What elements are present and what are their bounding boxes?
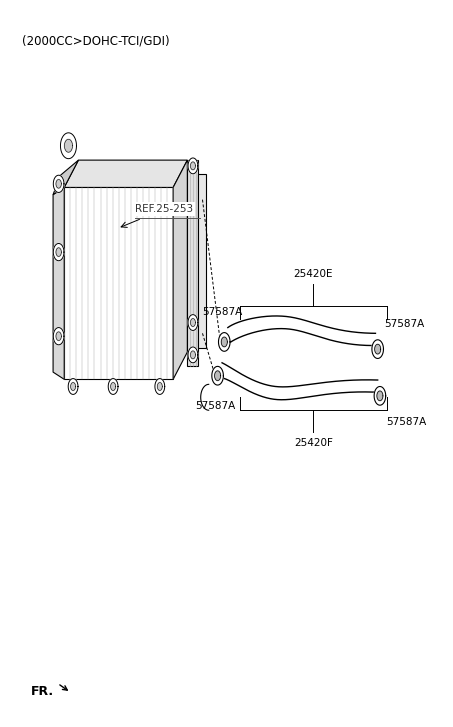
Polygon shape bbox=[157, 382, 162, 390]
Polygon shape bbox=[212, 366, 223, 385]
Text: FR.: FR. bbox=[31, 685, 54, 698]
Polygon shape bbox=[64, 160, 188, 188]
Polygon shape bbox=[377, 391, 383, 401]
Text: 57587A: 57587A bbox=[202, 307, 242, 317]
Text: REF.25-253: REF.25-253 bbox=[135, 204, 193, 214]
Text: 57587A: 57587A bbox=[386, 417, 427, 427]
Polygon shape bbox=[155, 379, 165, 395]
Polygon shape bbox=[68, 379, 78, 395]
Polygon shape bbox=[56, 248, 61, 257]
Polygon shape bbox=[372, 340, 384, 358]
Text: 25420F: 25420F bbox=[294, 438, 333, 448]
Polygon shape bbox=[190, 351, 195, 359]
Polygon shape bbox=[188, 160, 198, 366]
Polygon shape bbox=[56, 332, 61, 340]
Polygon shape bbox=[188, 347, 198, 363]
Polygon shape bbox=[190, 318, 195, 326]
Polygon shape bbox=[374, 387, 386, 405]
Polygon shape bbox=[221, 337, 227, 347]
Polygon shape bbox=[190, 162, 195, 170]
Polygon shape bbox=[188, 315, 198, 331]
Polygon shape bbox=[53, 328, 64, 345]
Polygon shape bbox=[108, 379, 118, 395]
Polygon shape bbox=[53, 188, 64, 379]
Text: 25420E: 25420E bbox=[294, 269, 333, 278]
Polygon shape bbox=[218, 332, 230, 351]
Polygon shape bbox=[215, 371, 221, 380]
Text: 57587A: 57587A bbox=[195, 401, 236, 411]
Polygon shape bbox=[111, 382, 116, 390]
Polygon shape bbox=[53, 175, 64, 193]
Polygon shape bbox=[53, 160, 78, 195]
Text: 57587A: 57587A bbox=[384, 319, 424, 329]
Polygon shape bbox=[53, 244, 64, 261]
Polygon shape bbox=[375, 345, 381, 354]
Polygon shape bbox=[71, 382, 76, 390]
Polygon shape bbox=[56, 180, 61, 188]
Polygon shape bbox=[60, 133, 77, 158]
Polygon shape bbox=[188, 158, 198, 174]
Polygon shape bbox=[64, 140, 72, 152]
Text: (2000CC>DOHC-TCI/GDI): (2000CC>DOHC-TCI/GDI) bbox=[22, 34, 169, 47]
Polygon shape bbox=[173, 160, 188, 379]
Polygon shape bbox=[198, 174, 207, 348]
